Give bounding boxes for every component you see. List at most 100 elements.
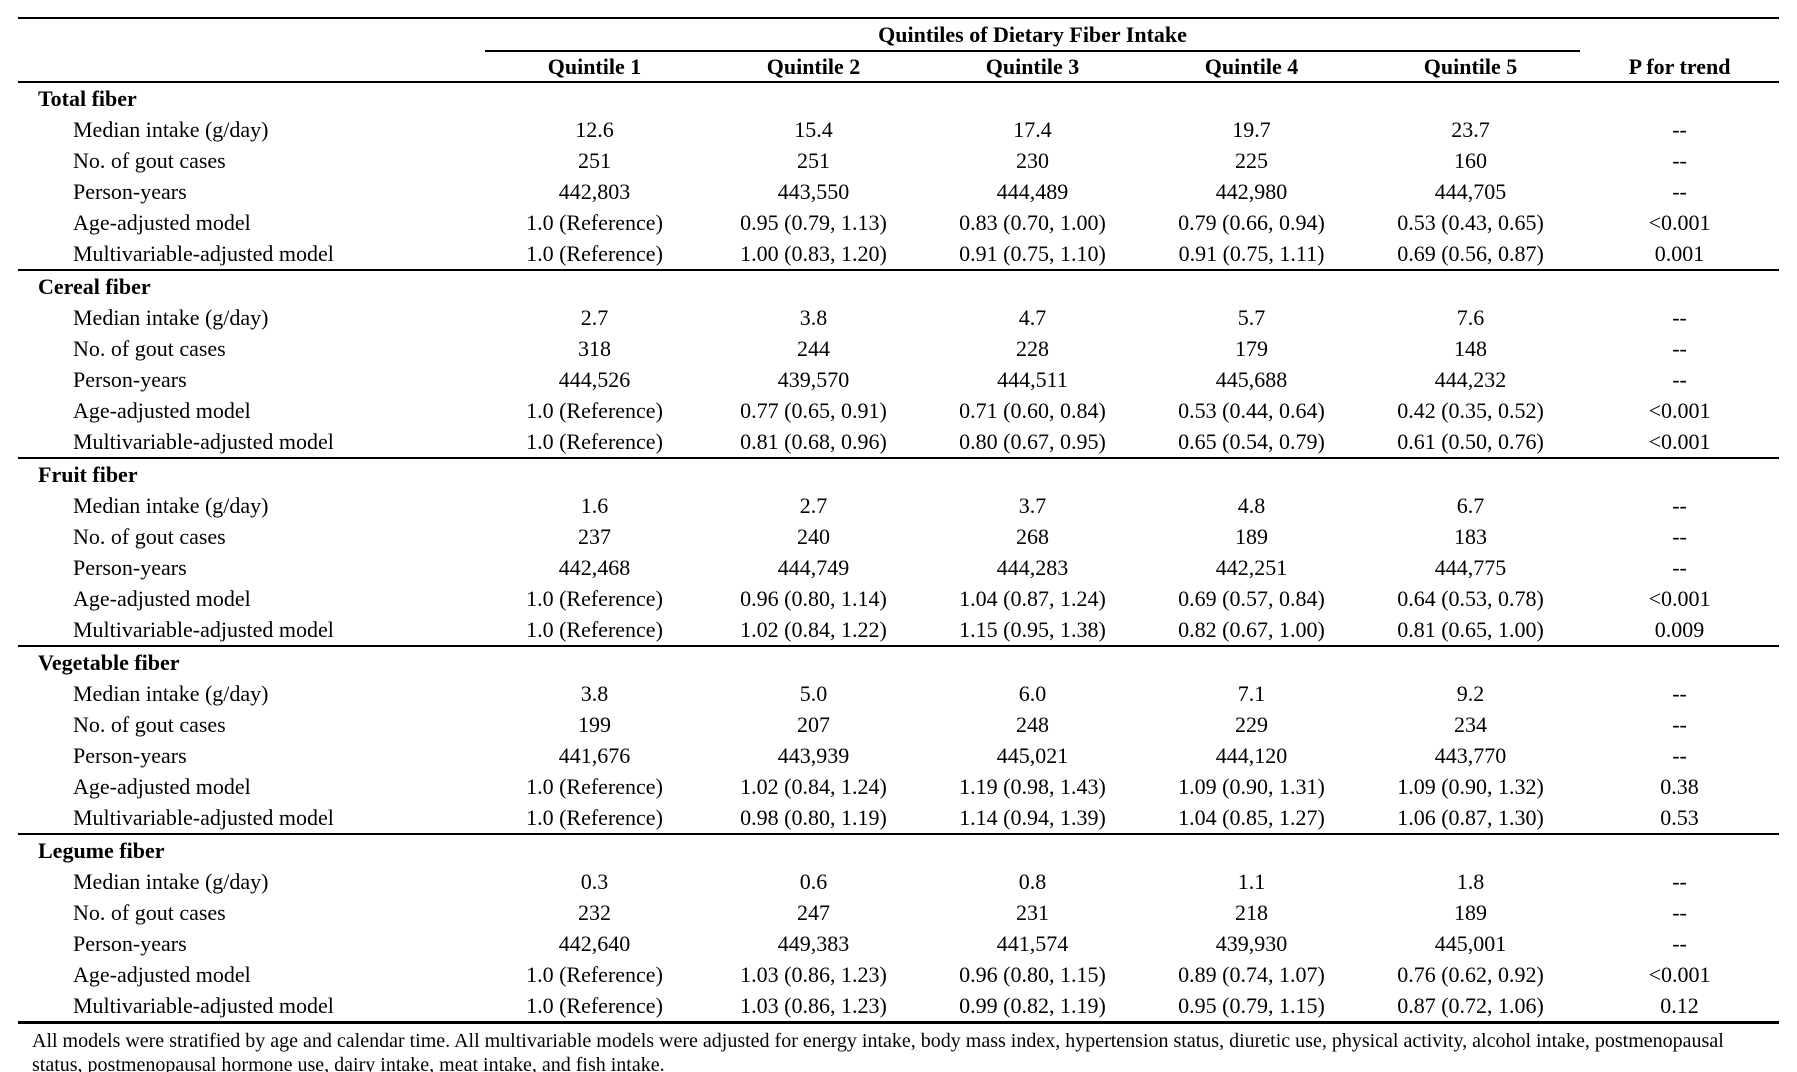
cell-value: 12.6 [575, 117, 614, 142]
p-for-trend-value: -- [1672, 712, 1687, 737]
table-row: Age-adjusted model 1.0 (Reference) 1.02 (0… [18, 771, 1779, 802]
cell-value: 247 [797, 900, 830, 925]
cell-value: 1.09 (0.90, 1.31) [1178, 774, 1325, 799]
cell-value: 207 [797, 712, 830, 737]
table-row: Person-years 442,803 443,550 444,489 442,980… [18, 176, 1779, 207]
row-label: Person-years [73, 743, 187, 768]
table-row: No. of gout cases 199 207 248 229 234 -- [18, 709, 1779, 740]
cell-value: 1.6 [580, 493, 609, 518]
empty-header-cell [18, 51, 485, 83]
cell-value: 3.8 [580, 681, 609, 706]
cell-value: 0.42 (0.35, 0.52) [1397, 398, 1544, 423]
cell-value: 1.15 (0.95, 1.38) [923, 614, 1142, 647]
row-label: No. of gout cases [73, 524, 226, 549]
cell-value: 441,676 [558, 743, 631, 768]
row-label: Person-years [73, 367, 187, 392]
table-row: Age-adjusted model 1.0 (Reference) 1.03 (0… [18, 959, 1779, 990]
cell-value: 1.0 (Reference) [526, 398, 663, 423]
p-for-trend-value: 0.001 [1580, 238, 1780, 271]
section-header: Legume fiber [38, 838, 165, 863]
cell-value: 1.03 (0.86, 1.23) [704, 990, 923, 1024]
row-label: Median intake (g/day) [73, 117, 269, 142]
cell-value: 444,120 [1215, 743, 1288, 768]
section-header-row: Total fiber [18, 82, 1779, 114]
cell-value: 445,688 [1215, 367, 1288, 392]
cell-value: 7.6 [1456, 305, 1485, 330]
table-row: Multivariable-adjusted model 1.0 (Referen… [18, 614, 1780, 647]
column-header-quintile-2: Quintile 2 [704, 51, 923, 83]
cell-value: 23.7 [1451, 117, 1490, 142]
table-body: Total fiber Median intake (g/day) 12.6 15.4… [18, 82, 1780, 1024]
row-label: Age-adjusted model [73, 586, 251, 611]
cell-value: 0.6 [799, 869, 828, 894]
cell-value: 1.0 (Reference) [526, 586, 663, 611]
spanner-title: Quintiles of Dietary Fiber Intake [485, 18, 1581, 52]
section-header-row: Vegetable fiber [18, 646, 1779, 678]
cell-value: 6.0 [1018, 681, 1047, 706]
cell-value: 1.1 [1237, 869, 1266, 894]
column-header-p-for-trend: P for trend [1580, 51, 1780, 83]
table-row: Age-adjusted model 1.0 (Reference) 0.96 (0… [18, 583, 1779, 614]
cell-value: 3.7 [1018, 493, 1047, 518]
cell-value: 1.14 (0.94, 1.39) [923, 802, 1142, 835]
cell-value: 0.95 (0.79, 1.13) [740, 210, 887, 235]
cell-value: 443,770 [1434, 743, 1507, 768]
cell-value: 230 [1016, 148, 1049, 173]
column-header-quintile-3: Quintile 3 [923, 51, 1142, 83]
row-label: Person-years [73, 555, 187, 580]
cell-value: 232 [578, 900, 611, 925]
table-row: No. of gout cases 251 251 230 225 160 -- [18, 145, 1779, 176]
cell-value: 0.76 (0.62, 0.92) [1397, 962, 1544, 987]
cell-value: 1.02 (0.84, 1.22) [704, 614, 923, 647]
empty-header-cell [18, 18, 485, 51]
cell-value: 160 [1454, 148, 1488, 173]
cell-value: 4.7 [1018, 305, 1047, 330]
cell-value: 0.53 (0.44, 0.64) [1178, 398, 1325, 423]
cell-value: 0.79 (0.66, 0.94) [1178, 210, 1325, 235]
cell-value: 189 [1235, 524, 1268, 549]
cell-value: 444,489 [996, 179, 1069, 204]
cell-value: 439,570 [777, 367, 850, 392]
cell-value: 444,232 [1434, 367, 1507, 392]
cell-value: 0.96 (0.80, 1.15) [959, 962, 1106, 987]
cell-value: 1.03 (0.86, 1.23) [740, 962, 887, 987]
p-for-trend-value: <0.001 [1648, 586, 1711, 611]
row-label: Age-adjusted model [73, 962, 251, 987]
cell-value: 444,705 [1434, 179, 1507, 204]
table-row: Median intake (g/day) 0.3 0.6 0.8 1.1 1.8 -- [18, 866, 1779, 897]
column-header-quintile-5: Quintile 5 [1361, 51, 1581, 83]
cell-value: 1.0 (Reference) [526, 774, 663, 799]
cell-value: 442,980 [1215, 179, 1288, 204]
cell-value: 449,383 [777, 931, 850, 956]
section-header-row: Legume fiber [18, 834, 1779, 866]
cell-value: 442,468 [558, 555, 631, 580]
cell-value: 2.7 [580, 305, 609, 330]
cell-value: 0.87 (0.72, 1.06) [1361, 990, 1581, 1024]
p-for-trend-value: -- [1672, 900, 1687, 925]
cell-value: 0.71 (0.60, 0.84) [959, 398, 1106, 423]
row-label: Multivariable-adjusted model [18, 238, 485, 271]
cell-value: 1.19 (0.98, 1.43) [959, 774, 1106, 799]
cell-value: 0.81 (0.68, 0.96) [704, 426, 923, 459]
p-for-trend-value: <0.001 [1648, 398, 1711, 423]
cell-value: 248 [1016, 712, 1049, 737]
cell-value: 5.0 [799, 681, 828, 706]
cell-value: 1.06 (0.87, 1.30) [1361, 802, 1581, 835]
table-row: Median intake (g/day) 3.8 5.0 6.0 7.1 9.2 -- [18, 678, 1779, 709]
cell-value: 1.0 (Reference) [526, 210, 663, 235]
cell-value: 0.3 [580, 869, 609, 894]
cell-value: 189 [1454, 900, 1488, 925]
cell-value: 229 [1235, 712, 1268, 737]
row-label: No. of gout cases [73, 900, 226, 925]
table-row: Person-years 442,468 444,749 444,283 442,251… [18, 552, 1779, 583]
p-for-trend-value: <0.001 [1648, 210, 1711, 235]
table-row: Median intake (g/day) 1.6 2.7 3.7 4.8 6.7 -- [18, 490, 1779, 521]
table-row: No. of gout cases 232 247 231 218 189 -- [18, 897, 1779, 928]
cell-value: 3.8 [799, 305, 828, 330]
p-for-trend-value: -- [1672, 869, 1687, 894]
cell-value: 0.61 (0.50, 0.76) [1361, 426, 1581, 459]
table-row: Person-years 444,526 439,570 444,511 445,688… [18, 364, 1779, 395]
cell-value: 0.82 (0.67, 1.00) [1142, 614, 1361, 647]
row-label: Multivariable-adjusted model [18, 990, 485, 1024]
cell-value: 318 [578, 336, 611, 361]
